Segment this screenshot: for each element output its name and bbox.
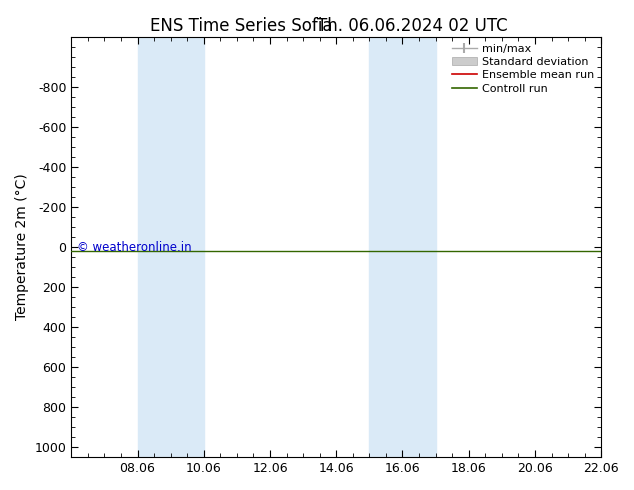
Text: Th. 06.06.2024 02 UTC: Th. 06.06.2024 02 UTC [317,17,507,35]
Text: © weatheronline.in: © weatheronline.in [77,242,191,254]
Bar [370,37,436,457]
Text: ENS Time Series Sofia: ENS Time Series Sofia [150,17,332,35]
Bar [138,37,204,457]
Y-axis label: Temperature 2m (°C): Temperature 2m (°C) [15,174,29,320]
Legend: min/max, Standard deviation, Ensemble mean run, Controll run: min/max, Standard deviation, Ensemble me… [448,39,599,98]
